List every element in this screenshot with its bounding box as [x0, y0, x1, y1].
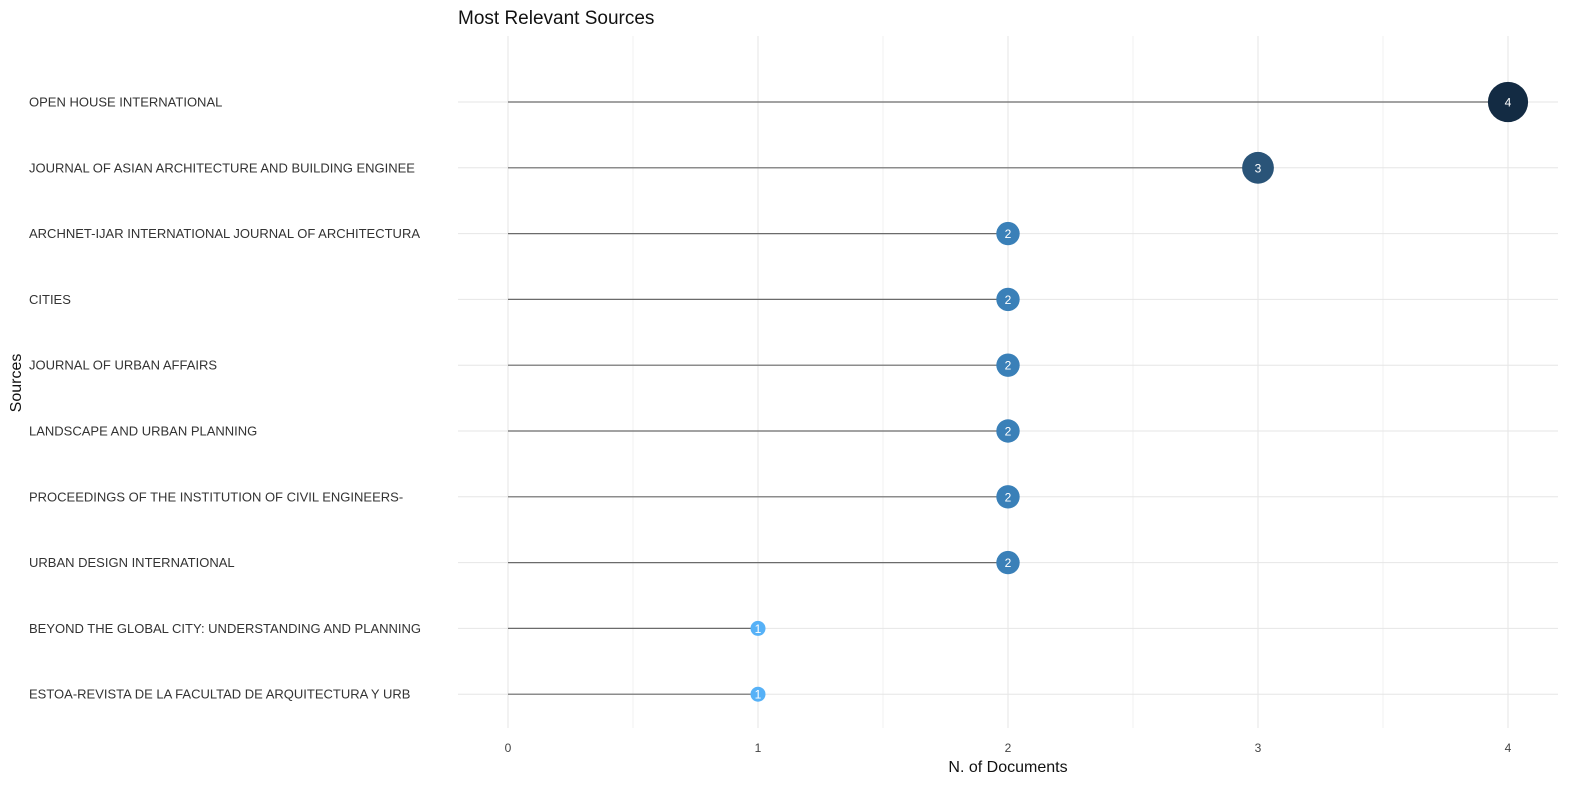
chart-title: Most Relevant Sources [458, 8, 654, 29]
lollipop-point [996, 221, 1020, 246]
point-value-label: 4 [1505, 96, 1512, 110]
lollipop-point [996, 353, 1020, 377]
category-label: URBAN DESIGN INTERNATIONAL [29, 555, 235, 570]
category-label: PROCEEDINGS OF THE INSTITUTION OF CIVIL … [29, 489, 403, 504]
category-label: LANDSCAPE AND URBAN PLANNING [29, 424, 257, 439]
point-value-label: 2 [1005, 425, 1012, 439]
point-value-label: 1 [755, 622, 762, 636]
lollipop-point [1487, 81, 1529, 123]
point-value-label: 2 [1005, 556, 1012, 570]
x-tick-label: 1 [755, 741, 762, 755]
category-label: CITIES [29, 292, 71, 307]
lollipop-point [996, 287, 1020, 312]
category-label: ESTOA-REVISTA DE LA FACULTAD DE ARQUITEC… [29, 687, 410, 702]
grid-lines [458, 36, 1558, 728]
category-label: ARCHNET-IJAR INTERNATIONAL JOURNAL OF AR… [29, 226, 420, 241]
point-value-label: 3 [1255, 161, 1262, 175]
point-value-label: 2 [1005, 293, 1012, 307]
lollipop-point [1242, 151, 1274, 184]
point-value-label: 1 [755, 688, 762, 702]
lollipop-point [996, 485, 1020, 509]
x-tick-label: 3 [1255, 741, 1262, 755]
x-tick-labels: 0 1 2 3 4 [505, 741, 1512, 755]
x-tick-label: 4 [1505, 741, 1512, 755]
x-tick-label: 2 [1005, 741, 1012, 755]
category-labels: OPEN HOUSE INTERNATIONAL JOURNAL OF ASIAN… [29, 95, 421, 702]
category-label: JOURNAL OF ASIAN ARCHITECTURE AND BUILDI… [29, 160, 415, 175]
lollipop-stems [508, 101, 1508, 695]
point-value-label: 2 [1005, 227, 1012, 241]
y-axis-title: Sources [8, 354, 25, 413]
lollipop-dots: 4 3 2 2 2 2 2 2 1 1 [750, 81, 1529, 702]
category-label: OPEN HOUSE INTERNATIONAL [29, 95, 222, 110]
category-label: BEYOND THE GLOBAL CITY: UNDERSTANDING AN… [29, 621, 421, 636]
lollipop-point [750, 686, 766, 702]
lollipop-point [996, 419, 1020, 443]
x-axis-title: N. of Documents [948, 759, 1067, 776]
x-tick-label: 0 [505, 741, 512, 755]
point-value-label: 2 [1005, 359, 1012, 373]
point-value-label: 2 [1005, 490, 1012, 504]
lollipop-point [750, 620, 766, 636]
lollipop-point [996, 550, 1020, 575]
category-label: JOURNAL OF URBAN AFFAIRS [29, 358, 217, 373]
